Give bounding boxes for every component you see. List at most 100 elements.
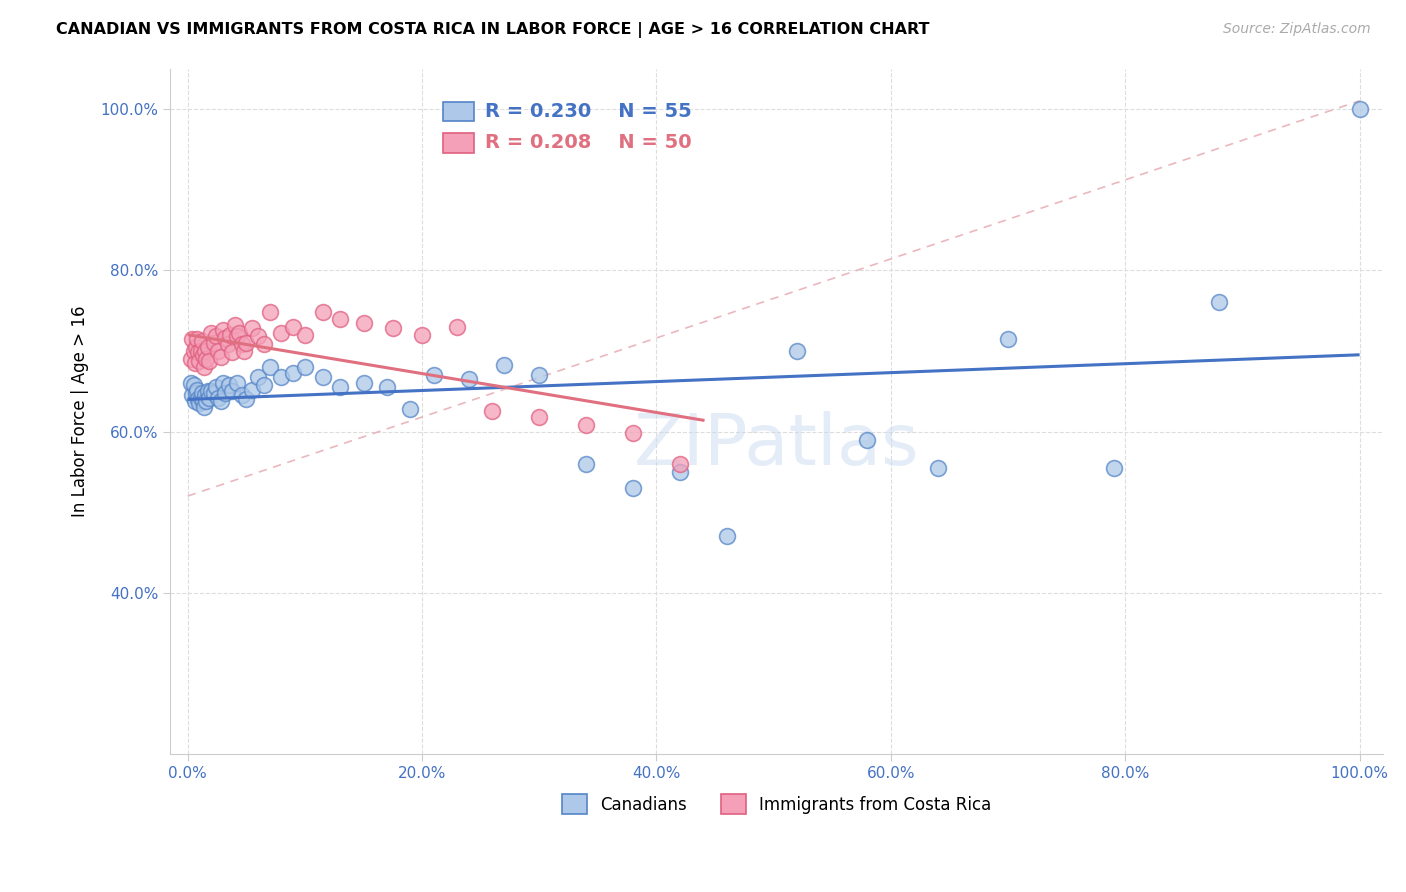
Point xyxy=(195,393,218,408)
Point xyxy=(716,529,738,543)
Point xyxy=(240,321,263,335)
Point xyxy=(186,332,208,346)
Text: CANADIAN VS IMMIGRANTS FROM COSTA RICA IN LABOR FORCE | AGE > 16 CORRELATION CHA: CANADIAN VS IMMIGRANTS FROM COSTA RICA I… xyxy=(56,22,929,38)
Point xyxy=(221,345,243,359)
Point xyxy=(226,329,249,343)
Point xyxy=(217,337,239,351)
Point xyxy=(180,351,202,366)
Point xyxy=(194,343,217,358)
Point xyxy=(669,457,692,471)
Point xyxy=(253,337,276,351)
Point xyxy=(184,356,207,370)
Text: ZIPatlas: ZIPatlas xyxy=(634,411,920,480)
Point xyxy=(375,380,398,394)
Point xyxy=(786,343,808,358)
Point xyxy=(202,335,225,350)
Point xyxy=(183,343,205,358)
Point xyxy=(186,383,208,397)
Text: Source: ZipAtlas.com: Source: ZipAtlas.com xyxy=(1223,22,1371,37)
Point xyxy=(188,353,211,368)
Point xyxy=(311,305,333,319)
Point xyxy=(190,343,212,358)
Point xyxy=(235,335,257,350)
Point xyxy=(191,334,214,348)
Point xyxy=(311,369,333,384)
Point xyxy=(927,460,949,475)
Point xyxy=(214,385,236,400)
Point xyxy=(233,343,256,358)
Point xyxy=(197,384,219,399)
Point xyxy=(446,319,468,334)
Point xyxy=(184,385,207,400)
Point xyxy=(207,391,229,405)
Point xyxy=(184,393,207,408)
Point xyxy=(259,305,281,319)
Y-axis label: In Labor Force | Age > 16: In Labor Force | Age > 16 xyxy=(72,306,89,517)
Point xyxy=(205,380,228,394)
Point xyxy=(294,359,316,374)
Point xyxy=(200,326,222,340)
Point xyxy=(621,481,644,495)
Point xyxy=(997,332,1019,346)
Point xyxy=(235,392,257,407)
Point xyxy=(283,319,305,334)
Point xyxy=(231,388,253,402)
Point xyxy=(283,367,305,381)
Point xyxy=(197,340,219,354)
Point xyxy=(458,372,481,386)
Legend: Canadians, Immigrants from Costa Rica: Canadians, Immigrants from Costa Rica xyxy=(562,794,991,814)
Point xyxy=(411,327,433,342)
Point xyxy=(1208,295,1230,310)
Point xyxy=(195,351,218,366)
Point xyxy=(188,396,211,410)
Point xyxy=(214,331,236,345)
Point xyxy=(194,388,217,402)
Point xyxy=(247,329,270,343)
Point xyxy=(193,401,215,415)
Point xyxy=(224,318,246,332)
Point xyxy=(193,359,215,374)
Point xyxy=(198,391,221,405)
Point xyxy=(180,376,202,391)
Point xyxy=(329,311,352,326)
Text: R = 0.230    N = 55: R = 0.230 N = 55 xyxy=(485,102,692,121)
Point xyxy=(253,377,276,392)
Point xyxy=(183,377,205,392)
Point xyxy=(218,377,240,392)
Point xyxy=(270,326,292,340)
Point xyxy=(270,369,292,384)
Point xyxy=(575,418,598,433)
Point xyxy=(494,359,516,373)
Point xyxy=(191,348,214,362)
Point xyxy=(423,368,446,382)
Point xyxy=(529,368,551,382)
Point xyxy=(381,321,404,335)
Point xyxy=(190,391,212,405)
Point xyxy=(575,457,598,471)
Point xyxy=(209,393,232,408)
Point xyxy=(669,465,692,479)
Point xyxy=(184,340,207,354)
Point xyxy=(191,393,214,408)
Point xyxy=(1102,460,1125,475)
Point xyxy=(219,327,242,342)
Point xyxy=(399,401,422,416)
Point xyxy=(529,410,551,425)
Point xyxy=(247,369,270,384)
Point xyxy=(1348,102,1371,116)
Point xyxy=(231,337,253,351)
Point xyxy=(856,433,879,447)
Point xyxy=(209,351,232,365)
Point xyxy=(187,345,209,359)
Text: R = 0.208    N = 50: R = 0.208 N = 50 xyxy=(485,133,692,153)
Point xyxy=(221,384,243,399)
Point xyxy=(191,385,214,400)
Point xyxy=(200,384,222,399)
Point xyxy=(353,316,375,330)
Point xyxy=(481,404,503,418)
Point xyxy=(181,332,204,346)
Point xyxy=(205,329,228,343)
Point xyxy=(240,383,263,397)
Point xyxy=(212,376,235,391)
Point xyxy=(353,376,375,391)
